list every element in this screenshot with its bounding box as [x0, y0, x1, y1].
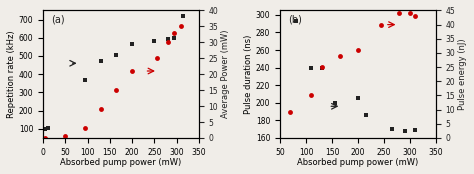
X-axis label: Absorbed pump power (mW): Absorbed pump power (mW)	[297, 158, 419, 167]
X-axis label: Absorbed pump power (mW): Absorbed pump power (mW)	[60, 158, 182, 167]
Y-axis label: Average Power (mW): Average Power (mW)	[221, 30, 230, 118]
Y-axis label: Repetition rate (kHz): Repetition rate (kHz)	[7, 30, 16, 118]
Y-axis label: Pulse duration (ns): Pulse duration (ns)	[244, 34, 253, 114]
Text: (b): (b)	[288, 14, 302, 24]
Text: (a): (a)	[51, 14, 64, 24]
Y-axis label: Pulse energy (nJ): Pulse energy (nJ)	[458, 38, 467, 110]
